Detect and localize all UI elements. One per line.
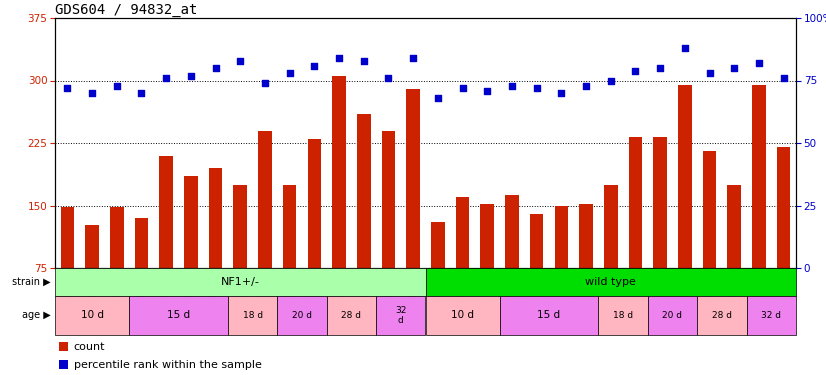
Text: GDS604 / 94832_at: GDS604 / 94832_at	[55, 3, 197, 17]
Bar	[728, 184, 741, 330]
Point	[283, 70, 297, 76]
Text: NF1+/-: NF1+/-	[221, 277, 259, 287]
Point	[308, 63, 321, 69]
Bar	[648, 296, 697, 335]
Text: 28 d: 28 d	[341, 311, 362, 320]
Point	[332, 55, 345, 61]
Point	[530, 85, 544, 91]
Point	[61, 85, 74, 91]
Point	[481, 87, 494, 93]
Bar	[129, 296, 228, 335]
Bar	[500, 296, 598, 335]
Text: 18 d: 18 d	[243, 311, 263, 320]
Bar	[327, 296, 376, 335]
Bar	[752, 85, 766, 330]
Text: 10 d: 10 d	[451, 310, 474, 321]
Point	[234, 57, 247, 63]
Bar	[425, 268, 796, 296]
Bar	[55, 296, 129, 335]
Bar	[307, 139, 321, 330]
Point	[580, 82, 593, 88]
Bar	[234, 184, 247, 330]
Point	[678, 45, 691, 51]
Bar	[598, 296, 648, 335]
Text: 32
d: 32 d	[395, 306, 406, 325]
Bar	[529, 214, 544, 330]
Point	[604, 78, 617, 84]
Bar	[278, 296, 327, 335]
Text: 15 d: 15 d	[167, 310, 190, 321]
Text: 20 d: 20 d	[292, 311, 312, 320]
Bar	[110, 207, 124, 330]
Point	[506, 82, 519, 88]
Bar	[59, 342, 68, 351]
Bar	[777, 147, 790, 330]
Bar	[135, 218, 148, 330]
Bar	[184, 176, 197, 330]
Bar	[259, 130, 272, 330]
Bar	[506, 195, 519, 330]
Bar	[55, 268, 425, 296]
Bar	[85, 225, 99, 330]
Bar	[159, 156, 173, 330]
Bar	[747, 296, 796, 335]
Point	[85, 90, 98, 96]
Bar	[209, 168, 222, 330]
Bar	[406, 89, 420, 330]
Point	[382, 75, 395, 81]
Text: 15 d: 15 d	[538, 310, 561, 321]
Text: 32 d: 32 d	[762, 311, 781, 320]
Point	[752, 60, 766, 66]
Bar	[332, 76, 346, 330]
Text: 20 d: 20 d	[662, 311, 682, 320]
Point	[456, 85, 469, 91]
Bar	[60, 207, 74, 330]
Bar	[59, 360, 68, 369]
Point	[135, 90, 148, 96]
Point	[159, 75, 173, 81]
Bar	[376, 296, 425, 335]
Point	[406, 55, 420, 61]
Bar	[653, 137, 667, 330]
Bar	[703, 152, 716, 330]
Bar	[579, 204, 593, 330]
Bar	[481, 204, 494, 330]
Point	[555, 90, 568, 96]
Bar	[382, 130, 396, 330]
Bar	[425, 296, 500, 335]
Bar	[629, 137, 643, 330]
Point	[728, 65, 741, 71]
Point	[431, 95, 444, 101]
Text: strain ▶: strain ▶	[12, 277, 51, 287]
Point	[357, 57, 370, 63]
Point	[653, 65, 667, 71]
Bar	[456, 197, 469, 330]
Bar	[357, 114, 371, 330]
Text: age ▶: age ▶	[22, 310, 51, 321]
Point	[184, 72, 197, 78]
Point	[209, 65, 222, 71]
Bar	[697, 296, 747, 335]
Bar	[604, 184, 618, 330]
Point	[777, 75, 790, 81]
Bar	[431, 222, 444, 330]
Bar	[554, 206, 568, 330]
Text: count: count	[74, 342, 105, 352]
Point	[110, 82, 123, 88]
Text: wild type: wild type	[586, 277, 636, 287]
Text: 28 d: 28 d	[712, 311, 732, 320]
Text: 18 d: 18 d	[613, 311, 634, 320]
Point	[629, 68, 642, 74]
Bar	[678, 85, 691, 330]
Bar	[228, 296, 278, 335]
Bar	[282, 184, 297, 330]
Text: percentile rank within the sample: percentile rank within the sample	[74, 360, 261, 370]
Text: 10 d: 10 d	[81, 310, 103, 321]
Point	[259, 80, 272, 86]
Point	[703, 70, 716, 76]
